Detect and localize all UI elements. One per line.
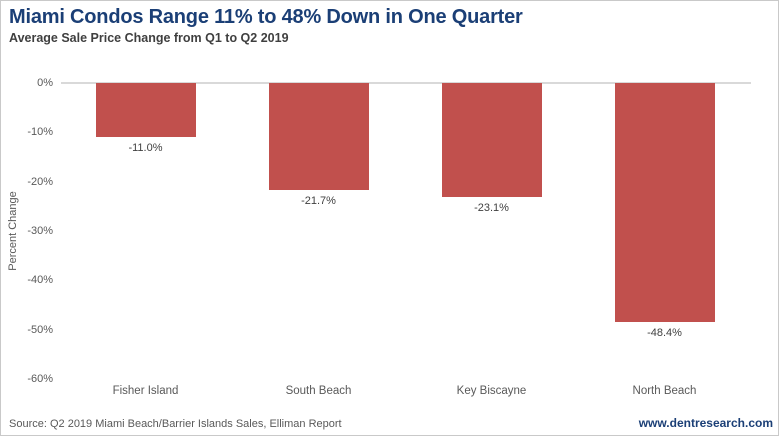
x-category-label: South Beach — [285, 385, 352, 397]
y-tick-label: -50% — [27, 323, 53, 336]
source-note: Source: Q2 2019 Miami Beach/Barrier Isla… — [9, 418, 342, 430]
y-tick-label: -20% — [27, 175, 53, 188]
bar-value-label: -48.4% — [647, 326, 682, 339]
chart-subtitle: Average Sale Price Change from Q1 to Q2 … — [9, 31, 289, 45]
bar — [268, 83, 369, 191]
x-category-label: North Beach — [632, 385, 697, 397]
website-link[interactable]: www.dentresearch.com — [638, 416, 773, 430]
y-tick-label: -30% — [27, 225, 53, 237]
y-tick-label: 0% — [37, 77, 53, 89]
x-category-label: Fisher Island — [112, 385, 179, 397]
y-tick-label: -10% — [27, 126, 53, 139]
bar — [441, 83, 542, 197]
chart-title: Miami Condos Range 11% to 48% Down in On… — [9, 6, 523, 28]
bar — [95, 83, 196, 138]
chart-header: Miami Condos Range 11% to 48% Down in On… — [9, 5, 770, 45]
y-tick-label: -60% — [27, 373, 53, 385]
x-category-label: Key Biscayne — [456, 385, 527, 397]
bar-value-label: -11.0% — [128, 142, 163, 155]
bar — [614, 83, 715, 322]
bar-value-label: -21.7% — [301, 195, 336, 208]
bar-value-label: -23.1% — [474, 201, 509, 214]
zero-gridline — [61, 82, 751, 84]
y-tick-label: -40% — [27, 274, 53, 287]
